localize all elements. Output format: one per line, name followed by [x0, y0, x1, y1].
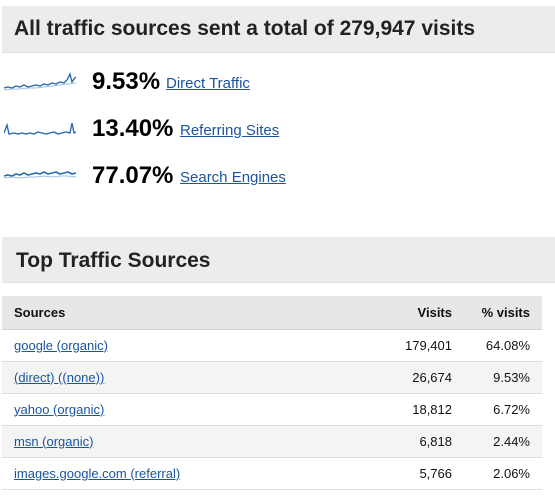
top-sources-title: Top Traffic Sources — [16, 249, 211, 272]
table-row: images.google.com (referral) 5,766 2.06% — [2, 457, 542, 490]
visits-cell: 179,401 — [382, 329, 462, 362]
percent-visits-cell: 2.44% — [462, 425, 542, 458]
source-percent: 77.07% — [92, 162, 174, 189]
direct-traffic-link[interactable]: Direct Traffic — [166, 75, 250, 92]
sparkline-chart-icon — [4, 171, 76, 179]
table-header-row: Sources Visits % visits — [2, 296, 542, 330]
source-link[interactable]: yahoo (organic) — [14, 401, 105, 417]
source-link[interactable]: msn (organic) — [14, 433, 94, 449]
top-sources-table: Sources Visits % visits google (organic)… — [2, 296, 542, 490]
table-row: (direct) ((none)) 26,674 9.53% — [2, 361, 542, 394]
percent-visits-cell: 6.72% — [462, 393, 542, 426]
source-link[interactable]: images.google.com (referral) — [14, 465, 181, 481]
source-summary-direct: 9.53% Direct Traffic — [0, 66, 400, 98]
column-header-sources[interactable]: Sources — [2, 296, 382, 330]
referring-sites-link[interactable]: Referring Sites — [180, 122, 280, 139]
column-header-visits[interactable]: Visits — [382, 296, 462, 330]
visits-cell: 5,766 — [382, 457, 462, 490]
summary-header: All traffic sources sent a total of 279,… — [2, 6, 555, 53]
top-sources-header: Top Traffic Sources — [2, 237, 555, 283]
source-percent: 9.53% — [92, 68, 161, 95]
search-engines-link[interactable]: Search Engines — [180, 169, 286, 186]
sparkline-chart-icon — [4, 71, 76, 91]
percent-visits-cell: 64.08% — [462, 329, 542, 362]
percent-visits-cell: 2.06% — [462, 457, 542, 490]
source-summary-referring: 13.40% Referring Sites — [0, 113, 400, 145]
table-row: yahoo (organic) 18,812 6.72% — [2, 393, 542, 426]
source-link[interactable]: google (organic) — [14, 337, 108, 353]
sparkline-chart-icon — [4, 122, 76, 135]
column-header-percent-visits[interactable]: % visits — [462, 296, 542, 330]
table-row: msn (organic) 6,818 2.44% — [2, 425, 542, 458]
visits-cell: 6,818 — [382, 425, 462, 458]
visits-cell: 26,674 — [382, 361, 462, 394]
table-row: google (organic) 179,401 64.08% — [2, 329, 542, 362]
source-percent: 13.40% — [92, 115, 174, 142]
percent-visits-cell: 9.53% — [462, 361, 542, 394]
source-summary-search: 77.07% Search Engines — [0, 160, 400, 192]
source-link[interactable]: (direct) ((none)) — [14, 369, 105, 385]
visits-cell: 18,812 — [382, 393, 462, 426]
summary-title: All traffic sources sent a total of 279,… — [14, 17, 476, 40]
top-sources-table-wrap: Sources Visits % visits google (organic)… — [2, 296, 542, 490]
